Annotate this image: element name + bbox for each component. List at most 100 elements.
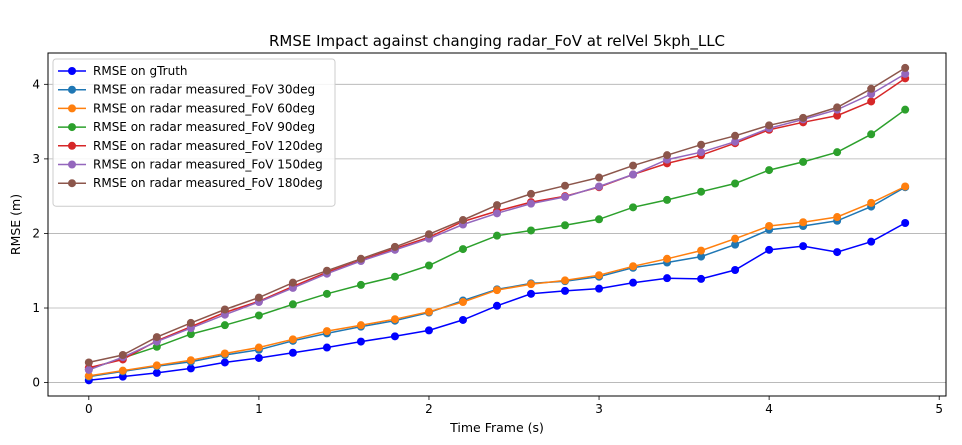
legend-swatch-marker: [68, 123, 76, 132]
data-point: [424, 307, 433, 316]
data-point: [322, 327, 331, 336]
y-tick-label: 2: [32, 226, 40, 240]
data-point: [424, 326, 433, 335]
data-point: [186, 364, 195, 373]
data-point: [833, 213, 842, 222]
data-point: [901, 182, 910, 191]
data-point: [288, 335, 297, 344]
legend-label: RMSE on radar measured_FoV 120deg: [93, 139, 323, 153]
legend-swatch-marker: [68, 67, 76, 75]
data-point: [629, 170, 638, 179]
data-point: [629, 203, 638, 212]
data-point: [356, 337, 365, 346]
legend-swatch-marker: [68, 160, 76, 169]
tick-layer: 0 1 2 3 4 5 0 1 2 3 4: [32, 77, 943, 416]
data-point: [493, 209, 501, 218]
data-point: [799, 218, 808, 227]
data-point: [697, 148, 706, 157]
legend-swatch-marker: [68, 141, 76, 150]
data-point: [561, 181, 570, 190]
legend-item: RMSE on radar measured_FoV 180deg: [58, 176, 323, 190]
data-point: [799, 113, 808, 122]
legend-item: RMSE on gTruth: [58, 64, 188, 78]
data-point: [527, 199, 536, 208]
data-point: [220, 358, 229, 367]
data-point: [697, 252, 706, 261]
legend-label: RMSE on radar measured_FoV 60deg: [93, 101, 315, 115]
data-point: [799, 242, 808, 251]
data-point: [390, 242, 399, 251]
legend-item: RMSE on radar measured_FoV 150deg: [58, 158, 323, 172]
data-point: [799, 157, 808, 166]
data-point: [561, 192, 570, 201]
data-point: [493, 201, 501, 210]
plot-frame: [47, 52, 947, 397]
data-point: [765, 221, 774, 230]
data-point: [833, 248, 842, 257]
data-point: [833, 103, 842, 112]
data-point: [527, 226, 536, 235]
data-point: [458, 245, 467, 254]
data-point: [595, 173, 604, 182]
y-tick-label: 0: [32, 376, 40, 390]
data-point: [901, 69, 910, 78]
data-point: [118, 366, 127, 375]
legend-item: RMSE on radar measured_FoV 30deg: [58, 83, 315, 97]
legend-label: RMSE on radar measured_FoV 90deg: [93, 120, 315, 134]
chart-title: RMSE Impact against changing radar_FoV a…: [269, 32, 725, 51]
data-point: [220, 305, 229, 314]
x-tick-label: 1: [255, 402, 263, 416]
legend-item: RMSE on radar measured_FoV 120deg: [58, 139, 323, 153]
data-point: [356, 254, 365, 263]
data-point: [493, 231, 501, 240]
data-point: [901, 219, 910, 228]
data-point: [833, 148, 842, 157]
legend-swatch-marker: [68, 104, 76, 113]
data-point: [629, 161, 638, 170]
data-point: [901, 105, 910, 114]
data-point: [186, 318, 195, 327]
legend-item: RMSE on radar measured_FoV 90deg: [58, 120, 315, 134]
data-point: [356, 280, 365, 289]
data-point: [867, 198, 876, 207]
data-point: [288, 278, 297, 287]
data-point: [390, 332, 399, 341]
data-point: [458, 315, 467, 324]
data-point: [731, 240, 740, 249]
data-point: [595, 271, 604, 280]
data-point: [493, 301, 501, 310]
data-point: [458, 298, 467, 307]
data-point: [527, 280, 536, 289]
data-point: [84, 358, 93, 367]
data-point: [390, 272, 399, 281]
data-point: [731, 131, 740, 140]
series-group: [84, 182, 910, 380]
data-point: [867, 237, 876, 246]
x-tick-label: 5: [935, 402, 943, 416]
data-point: [595, 284, 604, 293]
legend-label: RMSE on radar measured_FoV 30deg: [93, 83, 315, 97]
data-point: [424, 230, 433, 239]
data-point: [595, 182, 604, 191]
data-point: [663, 274, 672, 283]
legend-box: [52, 58, 336, 207]
data-point: [186, 356, 195, 365]
y-axis-label: RMSE (m): [8, 194, 23, 255]
data-point: [901, 63, 910, 72]
data-point: [527, 289, 536, 298]
x-tick-label: 4: [765, 402, 773, 416]
data-point: [765, 121, 774, 130]
data-point: [152, 368, 161, 377]
data-point: [561, 286, 570, 295]
data-point: [731, 265, 740, 274]
data-point: [527, 189, 536, 198]
legend-item: RMSE on radar measured_FoV 60deg: [58, 101, 315, 115]
legend: RMSE on gTruth RMSE on radar measured_FoV…: [52, 58, 336, 207]
legend-swatch-marker: [68, 85, 76, 94]
data-point: [254, 311, 263, 320]
data-point: [220, 349, 229, 358]
data-point: [595, 215, 604, 224]
data-point: [731, 179, 740, 188]
data-point: [186, 330, 195, 339]
